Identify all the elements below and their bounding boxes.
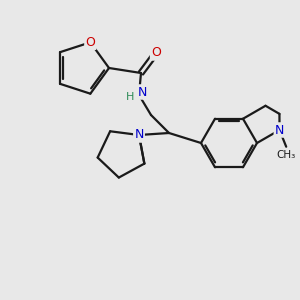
Text: N: N — [137, 85, 147, 98]
Text: O: O — [151, 46, 161, 59]
Text: H: H — [126, 92, 134, 102]
Text: N: N — [275, 124, 284, 136]
Text: CH₃: CH₃ — [277, 150, 296, 160]
Text: O: O — [85, 36, 95, 49]
Text: N: N — [134, 128, 144, 142]
